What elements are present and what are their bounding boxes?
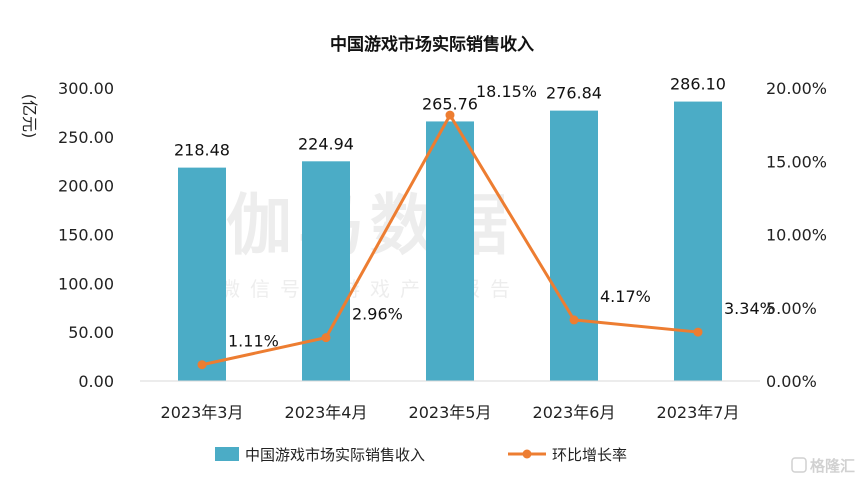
growth-point-5 xyxy=(693,327,703,337)
x-tick-2: 2023年4月 xyxy=(285,403,368,422)
left-tick-1: 50.00 xyxy=(68,323,114,342)
bar-label-5: 286.10 xyxy=(670,75,726,94)
bar-label-1: 218.48 xyxy=(174,141,230,160)
watermark-sub: 微信号：游戏产业报告 xyxy=(220,277,520,301)
bar-4 xyxy=(550,110,598,381)
bar-2 xyxy=(302,161,350,381)
bar-label-2: 224.94 xyxy=(298,134,354,153)
growth-label-3: 18.15% xyxy=(476,82,537,101)
growth-label-5: 3.34% xyxy=(724,299,775,318)
legend-swatch-marker xyxy=(522,449,532,459)
bar-label-4: 276.84 xyxy=(546,84,602,103)
growth-point-1 xyxy=(197,360,207,370)
legend-label-bar: 中国游戏市场实际销售收入 xyxy=(245,446,425,464)
right-tick-1: 5.00% xyxy=(766,299,817,318)
bar-3 xyxy=(426,121,474,381)
right-tick-3: 15.00% xyxy=(766,152,827,171)
corner-logo-icon xyxy=(791,457,807,473)
growth-label-2: 2.96% xyxy=(352,305,403,324)
left-y-axis: 0.00 50.00 100.00 150.00 200.00 250.00 300.00 xyxy=(58,79,114,391)
growth-point-3 xyxy=(445,110,455,120)
left-tick-0: 0.00 xyxy=(78,372,114,391)
y-axis-label: (亿元) xyxy=(20,94,39,139)
legend: 中国游戏市场实际销售收入 环比增长率 xyxy=(215,446,627,464)
growth-label-1: 1.11% xyxy=(228,332,279,351)
left-tick-5: 250.00 xyxy=(58,128,114,147)
legend-label-line: 环比增长率 xyxy=(552,446,627,464)
right-tick-4: 20.00% xyxy=(766,79,827,98)
growth-label-4: 4.17% xyxy=(600,287,651,306)
left-tick-3: 150.00 xyxy=(58,226,114,245)
bar-1 xyxy=(178,167,226,381)
left-tick-2: 100.00 xyxy=(58,274,114,293)
growth-point-2 xyxy=(321,333,331,343)
right-tick-2: 10.00% xyxy=(766,226,827,245)
line-series xyxy=(197,110,703,370)
right-tick-0: 0.00% xyxy=(766,372,817,391)
x-tick-3: 2023年5月 xyxy=(409,403,492,422)
data-labels: 218.48 224.94 265.76 276.84 286.10 1.11% 2.96%… xyxy=(174,75,775,351)
corner-logo: 格隆汇 xyxy=(791,457,855,475)
bar-5 xyxy=(674,101,722,381)
corner-logo-text: 格隆汇 xyxy=(810,457,855,475)
left-tick-6: 300.00 xyxy=(58,79,114,98)
legend-swatch-bar xyxy=(215,447,239,461)
watermark: 伽马数据 微信号：游戏产业报告 xyxy=(220,187,520,301)
x-tick-5: 2023年7月 xyxy=(657,403,740,422)
x-axis: 2023年3月 2023年4月 2023年5月 2023年6月 2023年7月 xyxy=(140,380,760,422)
left-tick-4: 200.00 xyxy=(58,177,114,196)
growth-point-4 xyxy=(569,315,579,325)
bar-series xyxy=(178,101,722,381)
chart-title: 中国游戏市场实际销售收入 xyxy=(330,34,534,55)
right-y-axis: 0.00% 5.00% 10.00% 15.00% 20.00% xyxy=(766,79,827,391)
x-tick-1: 2023年3月 xyxy=(161,403,244,422)
bar-label-3: 265.76 xyxy=(422,94,478,113)
x-tick-4: 2023年6月 xyxy=(533,403,616,422)
